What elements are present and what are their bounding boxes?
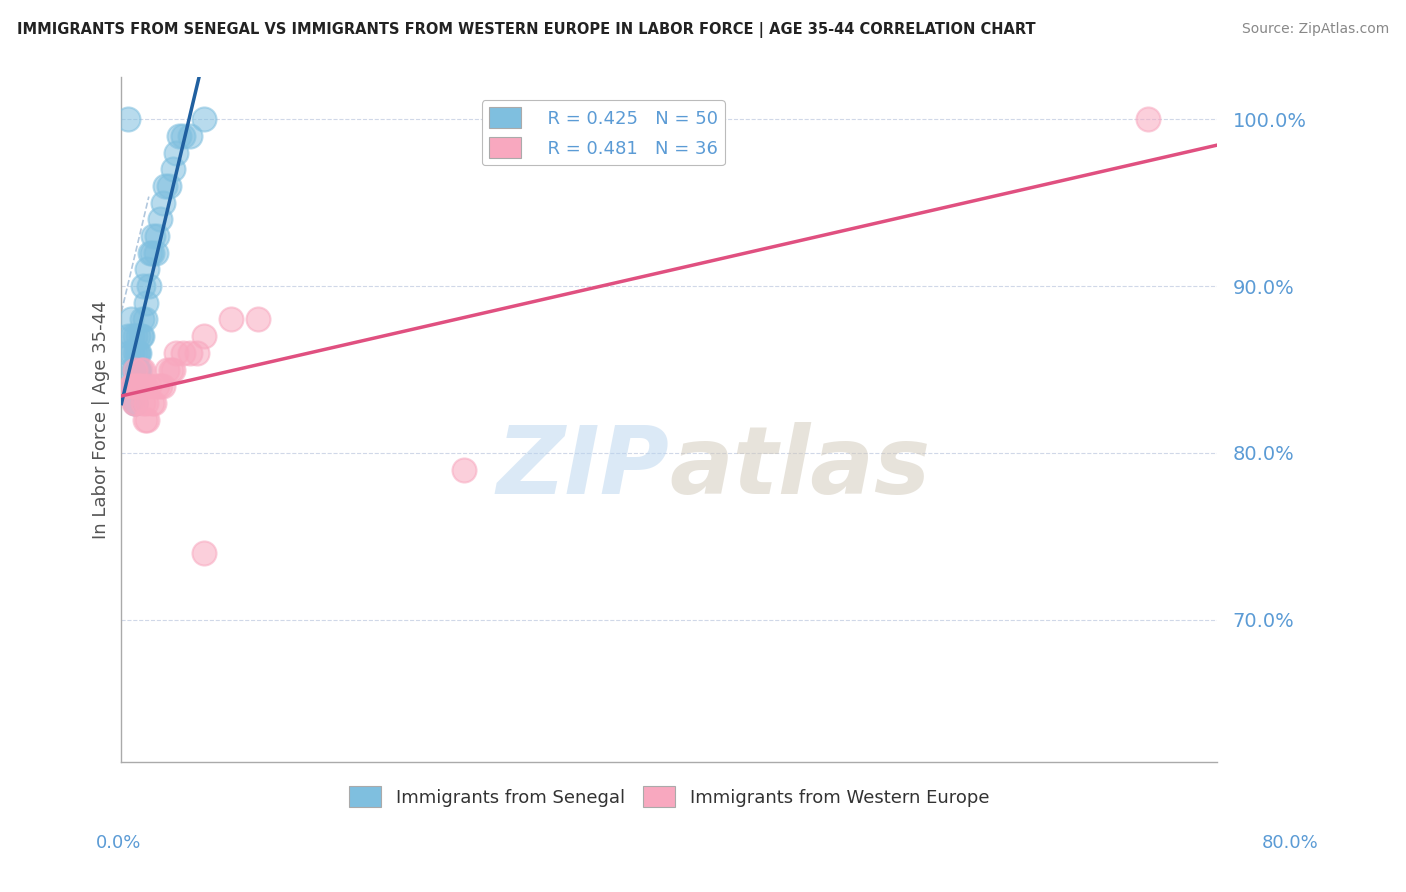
Point [131,312,153,326]
Text: Source: ZipAtlas.com: Source: ZipAtlas.com [1241,22,1389,37]
Y-axis label: In Labor Force | Age 35-44: In Labor Force | Age 35-44 [93,301,110,539]
Text: atlas: atlas [669,422,931,514]
Point [136,412,159,426]
Point [124,396,146,410]
Point [122,362,145,376]
Point [136,262,159,277]
Point [124,379,146,393]
Point [172,346,194,360]
Point [134,412,156,426]
Point [193,329,215,343]
Point [157,178,180,193]
Point [128,379,150,393]
Point [156,362,179,376]
Point [128,362,150,376]
Point [138,279,160,293]
Point [131,329,153,343]
Point [120,312,142,326]
Point [121,379,143,393]
Point [193,546,215,560]
Point [124,379,146,393]
Point [129,329,152,343]
Point [125,362,148,376]
Point [121,346,143,360]
Point [127,379,149,393]
Point [141,245,163,260]
Point [172,128,194,143]
Point [143,396,166,410]
Point [165,145,187,160]
Point [124,329,146,343]
Point [155,178,177,193]
Point [124,379,146,393]
Point [122,379,145,393]
Point [179,128,201,143]
Point [117,329,139,343]
Point [146,229,169,244]
Point [138,379,160,393]
Point [124,396,146,410]
Point [219,312,242,326]
Point [117,112,139,127]
Point [162,362,184,376]
Point [145,245,167,260]
Point [139,245,162,260]
Point [134,379,156,393]
Point [131,379,153,393]
Point [125,346,148,360]
Point [125,379,148,393]
Point [124,379,146,393]
Point [124,379,146,393]
Point [120,362,142,376]
Point [1137,112,1160,127]
Point [124,346,146,360]
Point [149,379,172,393]
Point [152,379,174,393]
Point [247,312,270,326]
Point [128,346,150,360]
Point [127,362,149,376]
Point [179,346,201,360]
Text: IMMIGRANTS FROM SENEGAL VS IMMIGRANTS FROM WESTERN EUROPE IN LABOR FORCE | AGE 3: IMMIGRANTS FROM SENEGAL VS IMMIGRANTS FR… [17,22,1035,38]
Point [124,379,146,393]
Point [124,362,146,376]
Legend: Immigrants from Senegal, Immigrants from Western Europe: Immigrants from Senegal, Immigrants from… [342,779,997,814]
Point [122,379,145,393]
Point [134,312,156,326]
Point [127,329,149,343]
Point [152,195,174,210]
Point [124,396,146,410]
Point [132,279,155,293]
Point [141,396,163,410]
Point [186,346,208,360]
Point [132,362,155,376]
Point [129,362,152,376]
Point [142,229,165,244]
Point [124,362,146,376]
Point [146,379,169,393]
Point [127,346,149,360]
Point [162,162,184,177]
Point [165,346,187,360]
Point [135,295,157,310]
Point [149,212,172,227]
Point [453,463,475,477]
Text: ZIP: ZIP [496,422,669,514]
Point [121,329,143,343]
Point [193,112,215,127]
Point [135,396,157,410]
Point [132,396,155,410]
Point [122,396,145,410]
Point [159,362,181,376]
Point [167,128,190,143]
Text: 80.0%: 80.0% [1263,834,1319,852]
Text: 0.0%: 0.0% [96,834,141,852]
Point [117,346,139,360]
Point [120,379,142,393]
